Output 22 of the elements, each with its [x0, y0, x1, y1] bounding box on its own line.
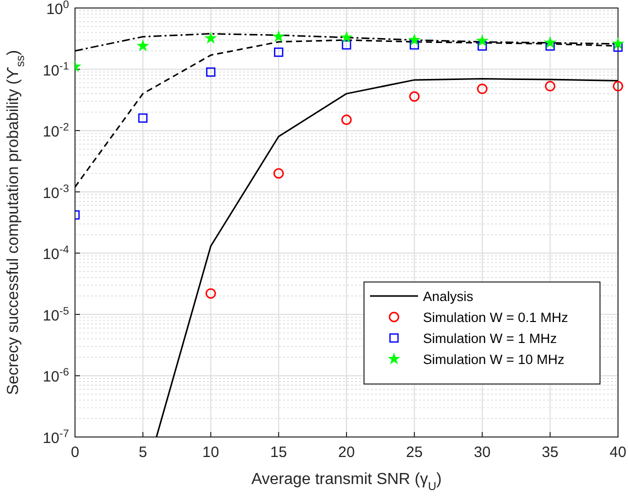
x-tick-label: 35 — [542, 444, 558, 461]
y-tick-label: 10$^{-2}$ — [42, 122, 69, 141]
y-tick-label: 10$^{0}$ — [46, 0, 69, 18]
x-tick-label: 40 — [610, 444, 626, 461]
x-tick-label: 15 — [270, 444, 287, 461]
legend-label: Simulation W = 1 MHz — [423, 331, 558, 346]
y-tick-label: 10$^{-5}$ — [42, 305, 69, 324]
y-tick-label: 10$^{-3}$ — [42, 182, 69, 202]
legend-label: Simulation W = 0.1 MHz — [423, 310, 568, 325]
y-tick-label: 10$^{-7}$ — [42, 428, 69, 447]
x-tick-label: 10 — [202, 444, 220, 461]
y-tick-label: 10$^{-4}$ — [42, 244, 69, 264]
y-tick-label: 10$^{-6}$ — [42, 366, 69, 386]
legend-label: Analysis — [423, 289, 474, 304]
y-tick-label: 10$^{-1}$ — [42, 60, 69, 80]
x-tick-label: 25 — [406, 444, 423, 461]
legend-label: Simulation W = 10 MHz — [423, 352, 565, 367]
x-tick-label: 30 — [474, 444, 491, 461]
x-tick-label: 20 — [338, 444, 355, 461]
x-tick-label: 5 — [138, 444, 148, 461]
x-axis-title: Average transmit SNR (γ$_{U}$) — [251, 471, 442, 493]
x-tick-label: 0 — [70, 444, 80, 461]
